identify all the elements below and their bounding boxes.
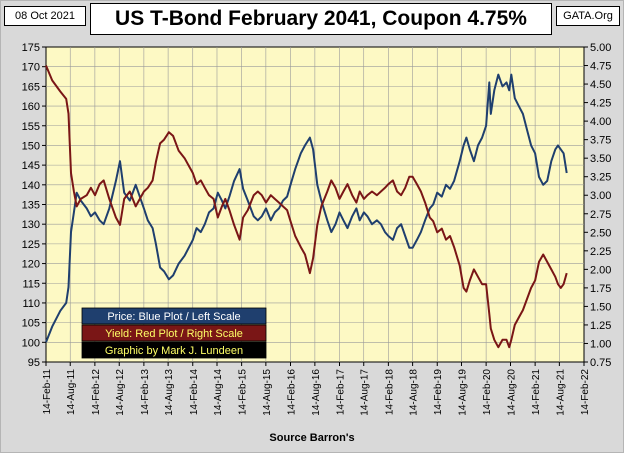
x-tick-label: 14-Feb-18 (384, 369, 395, 416)
left-tick-label: 130 (22, 219, 40, 231)
right-tick-label: 4.75 (590, 61, 611, 73)
right-tick-label: 2.50 (590, 227, 611, 239)
date-label: 08 Oct 2021 (4, 6, 86, 26)
x-tick-label: 14-Aug-17 (360, 369, 371, 416)
left-tick-label: 100 (22, 337, 40, 349)
x-tick-label: 14-Aug-12 (115, 369, 126, 416)
left-tick-label: 105 (22, 318, 40, 330)
x-tick-label: 14-Aug-11 (66, 369, 77, 415)
x-tick-label: 14-Feb-13 (140, 369, 151, 416)
left-tick-label: 155 (22, 121, 40, 133)
legend-entry-1: Yield: Red Plot / Right Scale (105, 328, 243, 340)
left-tick-label: 115 (22, 278, 40, 290)
legend-box-0 (81, 307, 267, 325)
right-tick-label: 2.25 (590, 246, 611, 258)
left-tick-label: 95 (28, 357, 40, 369)
right-tick-label: 4.25 (590, 98, 611, 110)
right-tick-label: 5.00 (590, 42, 611, 54)
site-label: GATA.Org (556, 6, 620, 26)
x-tick-label: 14-Feb-16 (286, 369, 297, 416)
x-tick-label: 14-Aug-18 (409, 369, 420, 416)
right-tick-label: 4.00 (590, 116, 611, 128)
legend: Price: Blue Plot / Left Scale Yield: Red … (81, 307, 267, 359)
x-tick-label: 14-Feb-22 (580, 369, 591, 416)
series-line-price (45, 73, 568, 343)
x-tick-label: 14-Feb-14 (189, 369, 200, 416)
left-tick-label: 160 (22, 101, 40, 113)
right-tick-label: 2.00 (590, 264, 611, 276)
x-tick-label: 14-Aug-15 (262, 369, 273, 416)
left-tick-label: 145 (22, 160, 40, 172)
right-tick-label: 3.00 (590, 190, 611, 202)
left-tick-label: 135 (22, 200, 40, 212)
right-tick-label: 1.75 (590, 283, 611, 295)
left-tick-label: 175 (22, 42, 40, 54)
x-tick-label: 14-Feb-19 (433, 369, 444, 416)
x-tick-label: 14-Feb-11 (42, 369, 53, 415)
series-group (45, 65, 568, 349)
right-tick-label: 1.00 (590, 338, 611, 350)
right-tick-label: 3.25 (590, 172, 611, 184)
left-tick-label: 125 (22, 239, 40, 251)
x-axis-label: Source Barron's (269, 432, 355, 444)
left-tick-label: 120 (22, 259, 40, 271)
x-tick-label: 14-Feb-21 (531, 369, 542, 416)
x-tick-label: 14-Aug-19 (457, 369, 468, 416)
right-tick-label: 1.50 (590, 301, 611, 313)
legend-box-2 (81, 341, 267, 359)
chart-title: US T-Bond February 2041, Coupon 4.75% (90, 3, 552, 35)
right-tick-label: 3.50 (590, 153, 611, 165)
x-tick-label: 14-Aug-20 (506, 369, 517, 416)
x-tick-label: 14-Aug-21 (555, 369, 566, 416)
series-line-yield (45, 65, 568, 349)
right-tick-label: 2.75 (590, 209, 611, 221)
left-tick-label: 170 (22, 62, 40, 74)
legend-entry-2: Graphic by Mark J. Lundeen (105, 345, 243, 357)
legend-entry-0: Price: Blue Plot / Left Scale (107, 311, 240, 323)
x-tick-label: 14-Feb-15 (238, 369, 249, 416)
legend-box-1 (81, 324, 267, 342)
left-axis: 95 100 105 110 115 120 125 130 135 140 145 150 155 16… (22, 42, 46, 369)
left-tick-label: 140 (22, 180, 40, 192)
right-tick-label: 3.75 (590, 135, 611, 147)
x-axis: 14-Feb-11 14-Aug-11 14-Feb-12 14-Aug-12 14-F… (42, 362, 591, 416)
right-tick-label: 4.50 (590, 79, 611, 91)
x-tick-label: 14-Aug-13 (164, 369, 175, 416)
x-tick-label: 14-Aug-16 (311, 369, 322, 416)
right-axis: 0.75 1.00 1.25 1.50 1.75 2.00 2.25 2.50 2.75 3.00… (584, 42, 611, 369)
right-tick-label: 1.25 (590, 320, 611, 332)
x-tick-label: 14-Feb-17 (336, 369, 347, 416)
left-tick-label: 150 (22, 140, 40, 152)
left-tick-label: 110 (22, 298, 40, 310)
x-tick-label: 14-Feb-12 (91, 369, 102, 416)
left-tick-label: 165 (22, 81, 40, 93)
x-tick-label: 14-Aug-14 (213, 369, 224, 416)
x-tick-label: 14-Feb-20 (482, 369, 493, 416)
right-tick-label: 0.75 (590, 357, 611, 369)
